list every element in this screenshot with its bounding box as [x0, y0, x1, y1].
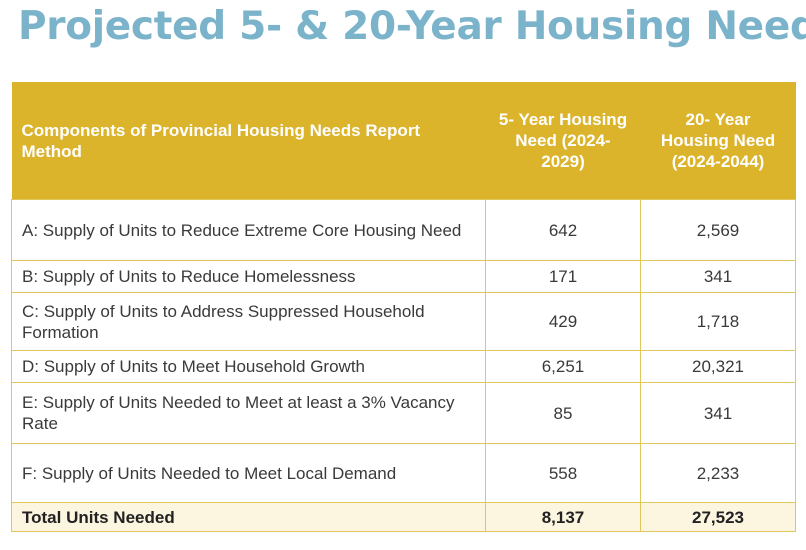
twenty-year-value: 341 [640, 260, 796, 293]
twenty-year-value: 2,233 [640, 443, 796, 503]
row-label: C: Supply of Units to Address Suppressed… [11, 292, 486, 351]
table-row: D: Supply of Units to Meet Household Gro… [11, 350, 796, 383]
header-components: Components of Provincial Housing Needs R… [11, 82, 486, 200]
twenty-year-value: 2,569 [640, 199, 796, 261]
five-year-value: 558 [485, 443, 641, 503]
total-label: Total Units Needed [11, 502, 486, 532]
five-year-value: 6,251 [485, 350, 641, 383]
table-row: C: Supply of Units to Address Suppressed… [11, 292, 796, 351]
total-row: Total Units Needed 8,137 27,523 [11, 502, 796, 532]
twenty-year-value: 341 [640, 382, 796, 444]
table-row: B: Supply of Units to Reduce Homelessnes… [11, 260, 796, 293]
row-label: E: Supply of Units Needed to Meet at lea… [11, 382, 486, 444]
five-year-value: 171 [485, 260, 641, 293]
row-label: A: Supply of Units to Reduce Extreme Cor… [11, 199, 486, 261]
page-title: Projected 5- & 20-Year Housing Needs [18, 4, 806, 49]
total-twenty-year: 27,523 [640, 502, 796, 532]
total-five-year: 8,137 [485, 502, 641, 532]
row-label: F: Supply of Units Needed to Meet Local … [11, 443, 486, 503]
twenty-year-value: 20,321 [640, 350, 796, 383]
table-header-row: Components of Provincial Housing Needs R… [11, 82, 796, 200]
five-year-value: 642 [485, 199, 641, 261]
row-label: D: Supply of Units to Meet Household Gro… [11, 350, 486, 383]
header-twenty-year: 20- Year Housing Need (2024-2044) [640, 82, 796, 200]
table-row: E: Supply of Units Needed to Meet at lea… [11, 382, 796, 444]
header-five-year: 5- Year Housing Need (2024-2029) [485, 82, 641, 200]
row-label: B: Supply of Units to Reduce Homelessnes… [11, 260, 486, 293]
table-row: F: Supply of Units Needed to Meet Local … [11, 443, 796, 503]
five-year-value: 85 [485, 382, 641, 444]
twenty-year-value: 1,718 [640, 292, 796, 351]
housing-needs-table: Components of Provincial Housing Needs R… [11, 82, 796, 532]
five-year-value: 429 [485, 292, 641, 351]
table-row: A: Supply of Units to Reduce Extreme Cor… [11, 199, 796, 261]
